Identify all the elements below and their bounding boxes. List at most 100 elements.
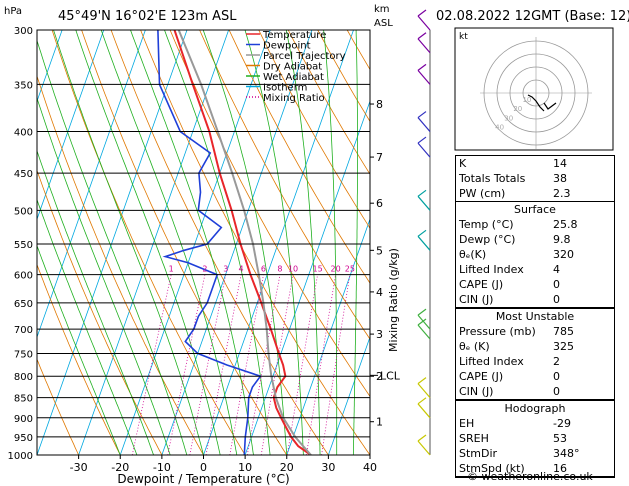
- wind-barb: [417, 403, 431, 419]
- mixing-ratio-line: [131, 274, 172, 455]
- surface-row: θₑ(K) 320: [456, 247, 614, 262]
- wind-barb: [417, 70, 431, 85]
- wind-barb-feather: [417, 377, 427, 385]
- mixing-ratio-line: [205, 274, 242, 455]
- surface-key: CAPE (J): [459, 278, 504, 291]
- mixing-ratio-axis-label: Mixing Ratio (g/kg): [387, 248, 400, 352]
- surface-value: 320: [553, 248, 574, 261]
- isotherm-line: [327, 335, 370, 455]
- mixing-ratio-label: 15: [313, 265, 323, 274]
- pressure-tick-label: 500: [14, 206, 33, 217]
- surface-row: Dewp (°C) 9.8: [456, 232, 614, 247]
- mixing-ratio-line: [189, 274, 227, 455]
- most-unstable-value: 0: [553, 385, 560, 398]
- footer-credit[interactable]: © weatheronline.co.uk: [467, 470, 593, 483]
- hodo-value: -29: [553, 417, 571, 430]
- hodo-value: 16: [553, 462, 567, 475]
- wind-barb: [417, 15, 431, 31]
- hodo-value: 348°: [553, 447, 580, 460]
- most-unstable-section: Most Unstable Pressure (mb) 785 θₑ (K) 325 L…: [455, 308, 615, 400]
- hodo-row: EH -29: [456, 416, 614, 431]
- most-unstable-value: 325: [553, 340, 574, 353]
- index-row: K 14: [456, 156, 614, 171]
- most-unstable-key: Pressure (mb): [459, 325, 536, 338]
- mixing-ratio-label: 10: [288, 265, 298, 274]
- dry-adiabat-line: [228, 30, 370, 284]
- surface-row: Temp (°C) 25.8: [456, 217, 614, 232]
- most-unstable-row: CAPE (J) 0: [456, 369, 614, 384]
- wind-barb: [417, 195, 431, 211]
- index-key: K: [459, 157, 467, 170]
- asl-label: ASL: [374, 18, 393, 29]
- wind-barb-feather: [417, 308, 427, 316]
- surface-row: Lifted Index 4: [456, 262, 614, 277]
- wind-barb-feather: [417, 397, 427, 405]
- legend-label: Dry Adiabat: [263, 62, 322, 73]
- dry-adiabat-line: [258, 30, 370, 229]
- wind-barb-feather: [417, 63, 427, 71]
- datetime-title: 02.08.2022 12GMT (Base: 12): [436, 9, 629, 24]
- pressure-tick-label: 1000: [8, 451, 33, 462]
- pressure-tick-label: 750: [14, 349, 33, 360]
- wind-barb-feather: [417, 318, 427, 326]
- location-title: 45°49'N 16°02'E 123m ASL: [58, 9, 237, 24]
- surface-key: θₑ(K): [459, 248, 487, 261]
- legend-label: Temperature: [262, 30, 326, 41]
- isotherm-line: [244, 99, 370, 455]
- dry-adiabat-line: [287, 30, 370, 176]
- pressure-tick-label: 350: [14, 80, 33, 91]
- most-unstable-key: CAPE (J): [459, 370, 504, 383]
- pressure-tick-label: 550: [14, 240, 33, 251]
- series-dewpoint: [157, 30, 262, 455]
- wind-barb: [417, 142, 431, 158]
- x-tick-label: -20: [111, 461, 129, 474]
- index-value: 2.3: [553, 187, 571, 200]
- mixing-ratio-label: 1: [169, 265, 174, 274]
- km-tick-label: 6: [376, 197, 383, 210]
- hodo-row: StmSpd (kt) 16: [456, 461, 614, 476]
- most-unstable-row: CIN (J) 0: [456, 384, 614, 399]
- wind-barb-feather: [417, 189, 427, 197]
- km-tick-label: 5: [376, 244, 383, 257]
- surface-section: Surface Temp (°C) 25.8 Dewp (°C) 9.8 θₑ(K) 32…: [455, 201, 615, 308]
- hodograph-unit: kt: [459, 32, 468, 42]
- pressure-tick-label: 900: [14, 414, 33, 425]
- mixing-ratio-label: 8: [277, 265, 282, 274]
- mixing-ratio-label: 4: [239, 265, 244, 274]
- hodograph-storm-motion: [543, 102, 557, 110]
- mixing-ratio-label: 6: [261, 265, 266, 274]
- pressure-tick-label: 650: [14, 299, 33, 310]
- dry-adiabat-line: [37, 75, 204, 455]
- surface-key: Dewp (°C): [459, 233, 516, 246]
- km-tick-label: 4: [376, 286, 383, 299]
- x-tick-label: 10: [238, 461, 252, 474]
- wind-barb: [417, 117, 431, 132]
- km-tick-label: 3: [376, 328, 383, 341]
- surface-row: CIN (J) 0: [456, 292, 614, 307]
- mixing-ratio-line: [246, 274, 281, 455]
- surface-value: 4: [553, 263, 560, 276]
- wind-barb-feather: [417, 136, 427, 144]
- hodo-row: SREH 53: [456, 431, 614, 446]
- hodograph-ring-label: 10: [522, 96, 531, 104]
- hodograph-trace: [527, 94, 545, 112]
- surface-key: Temp (°C): [459, 218, 514, 231]
- isotherm-line: [37, 30, 188, 455]
- legend-label: Isotherm: [263, 83, 307, 94]
- isotherm-line: [286, 217, 370, 455]
- hodo-key: StmSpd (kt): [459, 462, 525, 475]
- mixing-ratio-label: 25: [345, 265, 355, 274]
- pressure-tick-label: 950: [14, 433, 33, 444]
- legend-label: Dewpoint: [263, 41, 311, 52]
- indices-panel: K 14 Totals Totals 38 PW (cm) 2.3 Surface Tem…: [455, 155, 615, 478]
- wind-barb-feather: [417, 229, 427, 237]
- surface-value: 25.8: [553, 218, 578, 231]
- hodograph-ring-label: 40: [495, 123, 504, 131]
- mixing-ratio-line: [321, 274, 351, 455]
- index-row: Totals Totals 38: [456, 171, 614, 186]
- most-unstable-value: 785: [553, 325, 574, 338]
- hodograph-ring-label: 30: [504, 114, 513, 122]
- pressure-tick-label: 400: [14, 128, 33, 139]
